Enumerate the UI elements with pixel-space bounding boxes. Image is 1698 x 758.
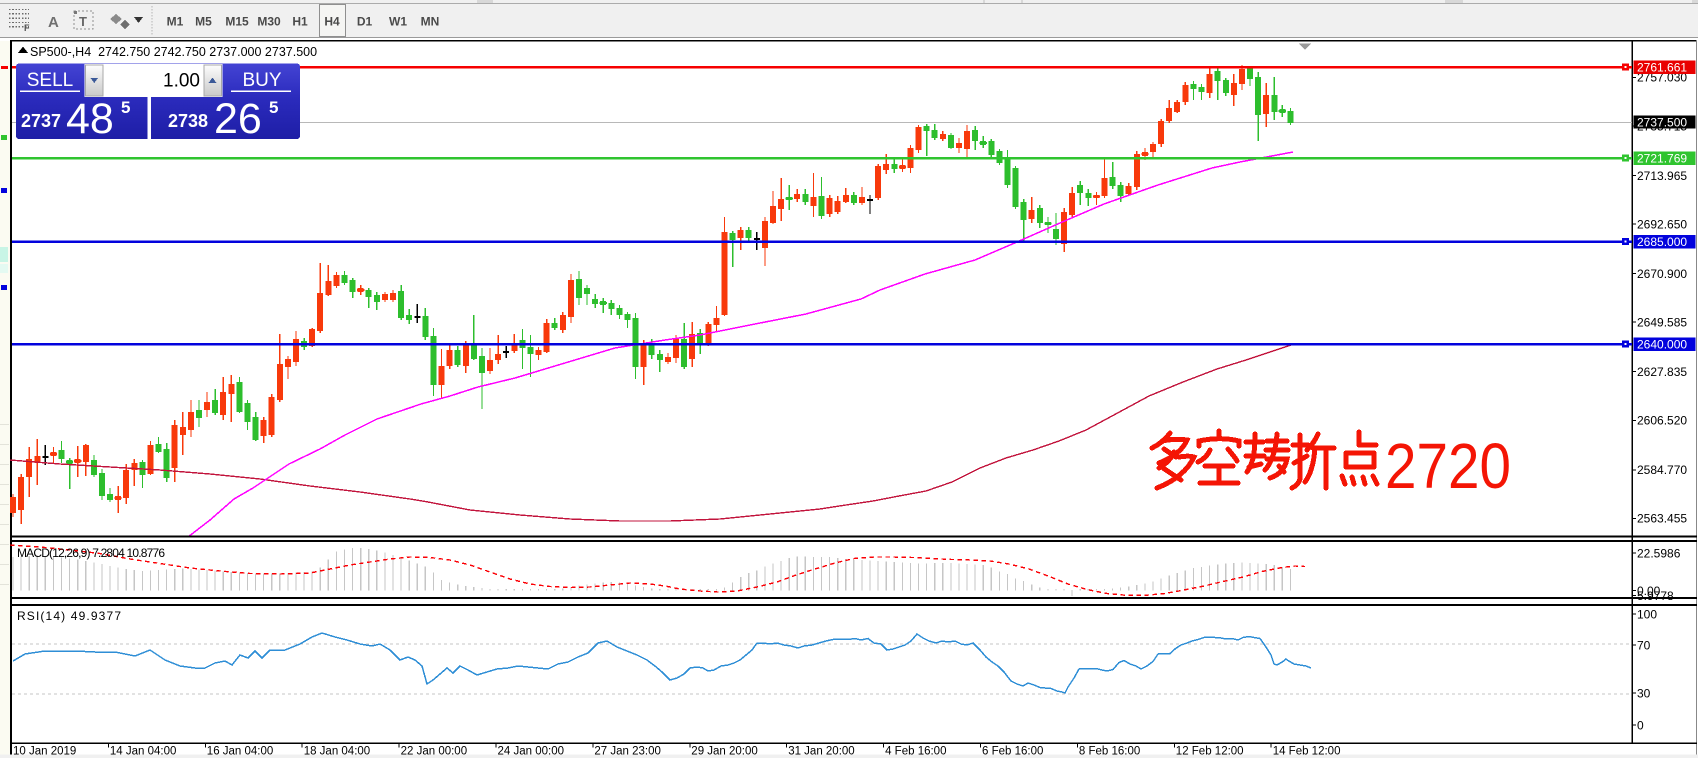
svg-text:M30: M30 [257, 15, 281, 29]
svg-text:W1: W1 [389, 15, 407, 29]
svg-text:M5: M5 [195, 15, 212, 29]
svg-text:0.00: 0.00 [1637, 584, 1661, 598]
svg-text:1.00: 1.00 [163, 71, 200, 92]
svg-text:2606.520: 2606.520 [1637, 414, 1687, 428]
svg-text:A: A [48, 14, 59, 31]
svg-text:2738: 2738 [168, 111, 208, 131]
svg-text:5.9778: 5.9778 [1637, 589, 1674, 603]
svg-text:48: 48 [66, 95, 114, 143]
svg-text:2721.769: 2721.769 [1637, 152, 1687, 166]
svg-text:H4: H4 [324, 15, 340, 29]
svg-text:2737.500: 2737.500 [1637, 115, 1687, 129]
svg-text:2670.900: 2670.900 [1637, 267, 1687, 281]
svg-text:2692.650: 2692.650 [1637, 217, 1687, 231]
svg-text:2627.835: 2627.835 [1637, 365, 1687, 379]
svg-text:SP500-,H4 2742.750 2742.750 2: SP500-,H4 2742.750 2742.750 2737.000 273… [30, 45, 317, 59]
svg-text:F: F [24, 23, 30, 33]
svg-text:M15: M15 [225, 15, 249, 29]
svg-text:22.5986: 22.5986 [1637, 546, 1681, 560]
svg-text:5: 5 [121, 98, 130, 117]
svg-text:2737: 2737 [21, 111, 61, 131]
svg-text:MACD(12,26,9) 7.2804 10.8776: MACD(12,26,9) 7.2804 10.8776 [17, 546, 165, 560]
svg-text:2640.000: 2640.000 [1637, 338, 1687, 352]
svg-text:BUY: BUY [242, 70, 281, 91]
svg-text:H1: H1 [292, 15, 308, 29]
svg-text:T: T [79, 14, 87, 29]
svg-text:2584.770: 2584.770 [1637, 463, 1687, 477]
svg-text:0: 0 [1637, 718, 1644, 732]
svg-text:2713.965: 2713.965 [1637, 169, 1687, 183]
svg-text:SELL: SELL [27, 70, 73, 91]
svg-text:M1: M1 [167, 15, 184, 29]
svg-text:100: 100 [1637, 607, 1657, 621]
svg-text:2757.030: 2757.030 [1637, 71, 1687, 85]
svg-text:2720: 2720 [1385, 430, 1511, 502]
svg-text:30: 30 [1637, 686, 1651, 700]
svg-text:2563.455: 2563.455 [1637, 512, 1687, 526]
svg-text:5: 5 [269, 98, 278, 117]
svg-text:2685.000: 2685.000 [1637, 235, 1687, 249]
svg-text:MN: MN [421, 15, 440, 29]
svg-text:70: 70 [1637, 638, 1651, 652]
svg-text:2761.661: 2761.661 [1637, 61, 1687, 75]
svg-text:26: 26 [214, 95, 262, 143]
svg-text:D1: D1 [357, 15, 373, 29]
svg-text:RSI(14) 49.9377: RSI(14) 49.9377 [17, 609, 121, 623]
svg-text:2649.585: 2649.585 [1637, 316, 1687, 330]
